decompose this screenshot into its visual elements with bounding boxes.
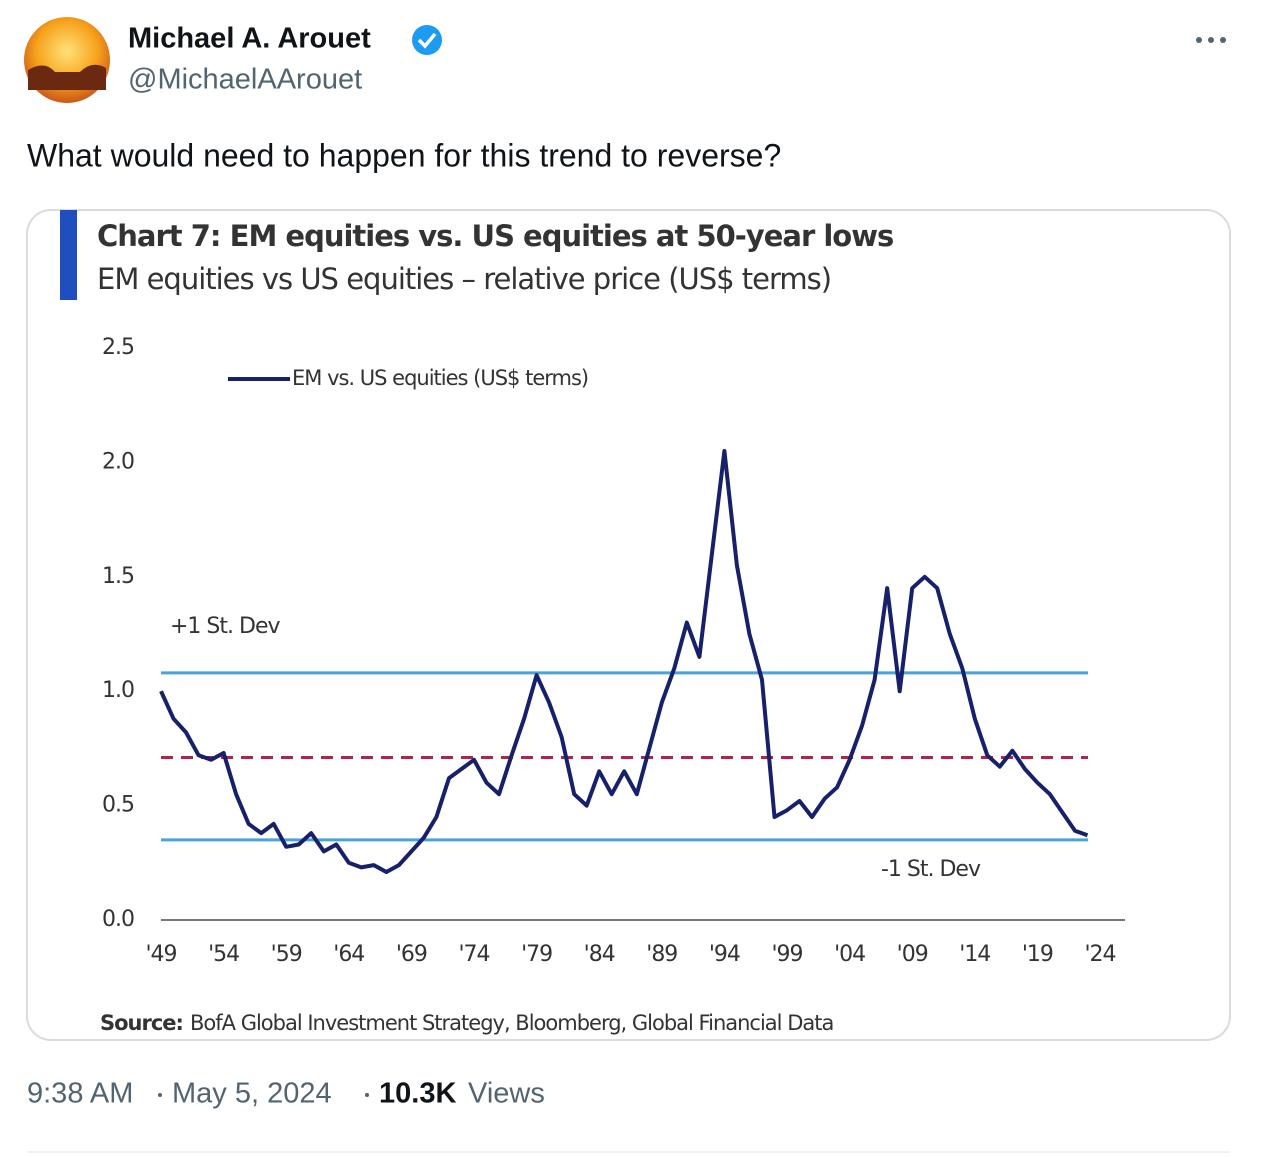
x-tick-label: '49	[145, 942, 176, 967]
more-menu[interactable]	[1196, 37, 1226, 43]
x-tick-label: '79	[521, 942, 552, 967]
chart-title: Chart 7: EM equities vs. US equities at …	[97, 219, 893, 253]
views-label: Views	[468, 1078, 545, 1110]
chart-subtitle: EM equities vs US equities – relative pr…	[97, 262, 831, 296]
title-bar	[60, 210, 77, 300]
x-tick-label: '69	[396, 942, 427, 967]
y-tick-label: 0.5	[102, 793, 134, 818]
separator-dot	[365, 1093, 369, 1097]
x-tick-label: '24	[1084, 942, 1115, 967]
x-tick-label: '74	[458, 942, 489, 967]
avatar[interactable]	[24, 17, 110, 103]
chart-card[interactable]	[26, 209, 1231, 1041]
separator-dot	[158, 1093, 162, 1097]
view-count: 10.3K	[379, 1078, 456, 1110]
source-label: Source:	[100, 1011, 183, 1035]
x-tick-label: '54	[208, 942, 239, 967]
y-tick-label: 2.0	[102, 449, 134, 474]
x-tick-label: '89	[646, 942, 677, 967]
y-tick-label: 0.0	[102, 907, 134, 932]
legend-label: EM vs. US equities (US$ terms)	[292, 366, 588, 390]
y-tick-label: 2.5	[102, 335, 134, 360]
x-tick-label: '84	[584, 942, 615, 967]
x-tick-label: '59	[271, 942, 302, 967]
avatar-art	[28, 64, 106, 90]
x-tick-label: '04	[834, 942, 865, 967]
reference-label: +1 St. Dev	[170, 614, 280, 639]
reference-label: -1 St. Dev	[881, 857, 981, 882]
x-tick-label: '14	[959, 942, 990, 967]
x-tick-label: '99	[771, 942, 802, 967]
y-tick-label: 1.0	[102, 678, 134, 703]
series-line	[159, 449, 1089, 874]
author-name[interactable]: Michael A. Arouet	[128, 23, 371, 55]
tweet-date[interactable]: May 5, 2024	[172, 1078, 332, 1110]
source-text: BofA Global Investment Strategy, Bloombe…	[190, 1011, 833, 1035]
x-tick-label: '19	[1022, 942, 1053, 967]
plot: 0.0 0.5 1.0 1.5 2.0 2.5 '49 '54 '59 '64 '69 '74 '79 '…	[102, 335, 1125, 967]
handle[interactable]: @MichaelAArouet	[128, 64, 362, 96]
tweet-text: What would need to happen for this trend…	[27, 137, 781, 173]
x-tick-label: '09	[897, 942, 928, 967]
verified-badge	[412, 25, 442, 55]
y-tick-label: 1.5	[102, 564, 134, 589]
x-tick-label: '64	[333, 942, 364, 967]
tweet-time[interactable]: 9:38 AM	[27, 1078, 133, 1110]
x-tick-label: '94	[709, 942, 740, 967]
